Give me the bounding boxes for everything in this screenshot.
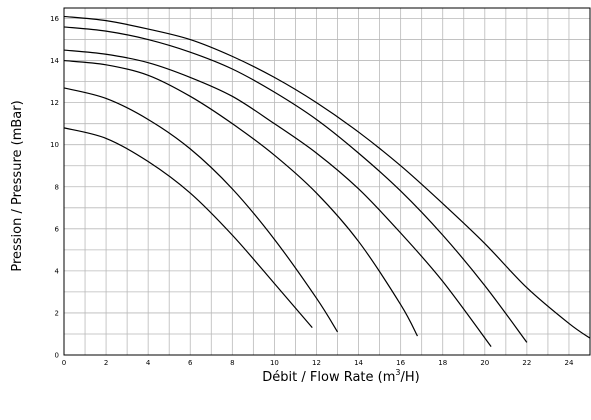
x-tick-label: 20 bbox=[480, 359, 489, 367]
x-tick-label: 14 bbox=[354, 359, 363, 367]
pump-curve-6 bbox=[63, 15, 591, 339]
curves bbox=[63, 15, 591, 347]
x-tick-label: 0 bbox=[62, 359, 66, 367]
y-tick-label: 8 bbox=[55, 183, 59, 191]
y-tick-label: 6 bbox=[55, 225, 60, 233]
x-tick-label: 2 bbox=[104, 359, 108, 367]
y-axis-title: Pression / Pressure (mBar) bbox=[10, 100, 25, 271]
plot-frame bbox=[63, 7, 591, 356]
x-tick-label: 22 bbox=[522, 359, 531, 367]
x-tick-label: 10 bbox=[270, 359, 279, 367]
x-axis-title: Débit / Flow Rate (m3/H) bbox=[262, 368, 419, 385]
pump-curve-5 bbox=[63, 26, 528, 343]
pump-curve-1 bbox=[63, 127, 313, 329]
y-tick-label: 10 bbox=[50, 141, 59, 149]
pump-curve-4 bbox=[63, 49, 492, 347]
y-tick-label: 0 bbox=[55, 352, 59, 360]
pump-curve-2 bbox=[63, 87, 339, 333]
y-ticks: 0 2 4 6 8 10 12 14 16 bbox=[50, 15, 59, 359]
x-tick-label: 8 bbox=[230, 359, 234, 367]
pump-curve-3 bbox=[63, 59, 418, 337]
x-ticks: 0 2 4 6 8 10 12 14 16 18 20 22 24 bbox=[62, 359, 574, 367]
x-tick-label: 24 bbox=[564, 359, 573, 367]
x-tick-label: 12 bbox=[312, 359, 321, 367]
y-tick-label: 16 bbox=[50, 15, 59, 23]
y-tick-label: 4 bbox=[55, 267, 60, 275]
grid bbox=[64, 8, 590, 355]
y-tick-label: 12 bbox=[50, 99, 59, 107]
x-tick-label: 4 bbox=[146, 359, 151, 367]
y-tick-label: 2 bbox=[55, 309, 59, 317]
y-tick-label: 14 bbox=[50, 57, 59, 65]
x-tick-label: 6 bbox=[188, 359, 193, 367]
x-tick-label: 18 bbox=[438, 359, 447, 367]
x-tick-label: 16 bbox=[396, 359, 405, 367]
